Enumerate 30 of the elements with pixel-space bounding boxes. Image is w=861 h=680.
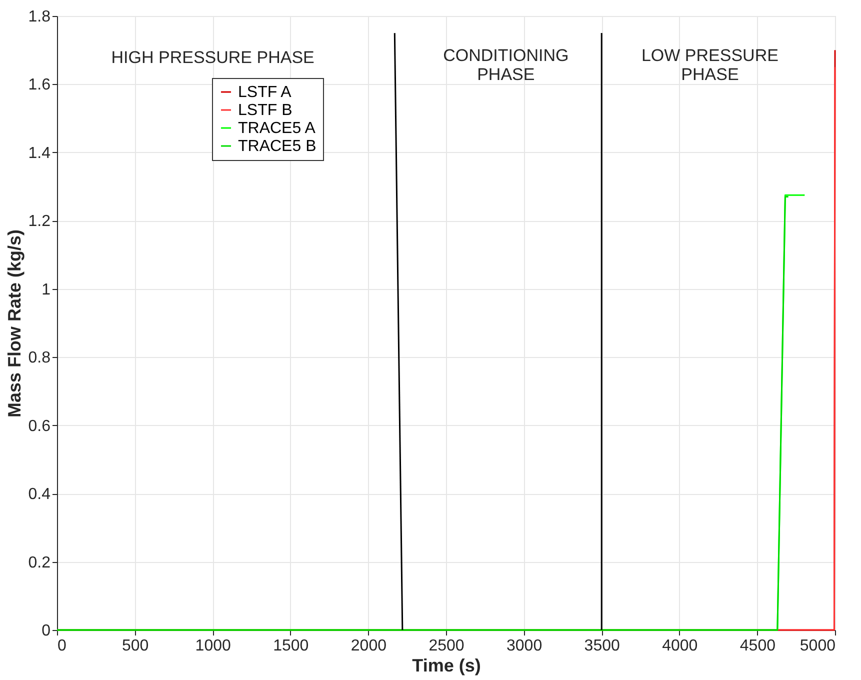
y-tick-label: 1.4 xyxy=(28,144,51,162)
x-tick-label: 4000 xyxy=(662,638,698,654)
x-tick-label: 500 xyxy=(122,638,149,654)
legend-label: LSTF B xyxy=(238,102,292,119)
y-tick-label: 0.6 xyxy=(28,418,51,435)
annotation: HIGH PRESSURE PHASE xyxy=(111,48,314,67)
legend-label: TRACE5 A xyxy=(238,120,316,137)
x-tick-label: 1500 xyxy=(273,638,309,654)
y-axis-title: Mass Flow Rate (kg/s) xyxy=(4,229,24,418)
y-tick-label: 1.8 xyxy=(28,8,51,26)
y-tick-label: 1 xyxy=(42,281,51,298)
x-tick-label: 2500 xyxy=(428,638,464,654)
x-tick-label: 2000 xyxy=(350,638,387,654)
x-tick-label: 1000 xyxy=(195,638,231,654)
legend-label: LSTF A xyxy=(238,84,292,101)
y-tick-label: 0.4 xyxy=(28,486,51,504)
y-tick-label: 0.8 xyxy=(28,350,51,367)
x-tick-label: 4500 xyxy=(740,638,776,654)
y-tick-label: 1.2 xyxy=(28,213,51,230)
x-tick-label: 3000 xyxy=(506,638,542,654)
y-tick-label: 0 xyxy=(42,622,51,640)
x-tick-label: 5000 xyxy=(800,638,836,654)
annotation: LOW PRESSURE PHASE xyxy=(641,46,778,84)
legend-label: TRACE5 B xyxy=(238,138,316,155)
y-tick-label: 1.6 xyxy=(28,76,51,94)
x-axis-title: Time (s) xyxy=(412,656,481,676)
x-tick-label: 3500 xyxy=(584,638,620,654)
annotation: CONDITIONING PHASE xyxy=(443,46,569,84)
y-tick-label: 0.2 xyxy=(28,554,51,572)
x-tick-label: 0 xyxy=(58,638,66,654)
